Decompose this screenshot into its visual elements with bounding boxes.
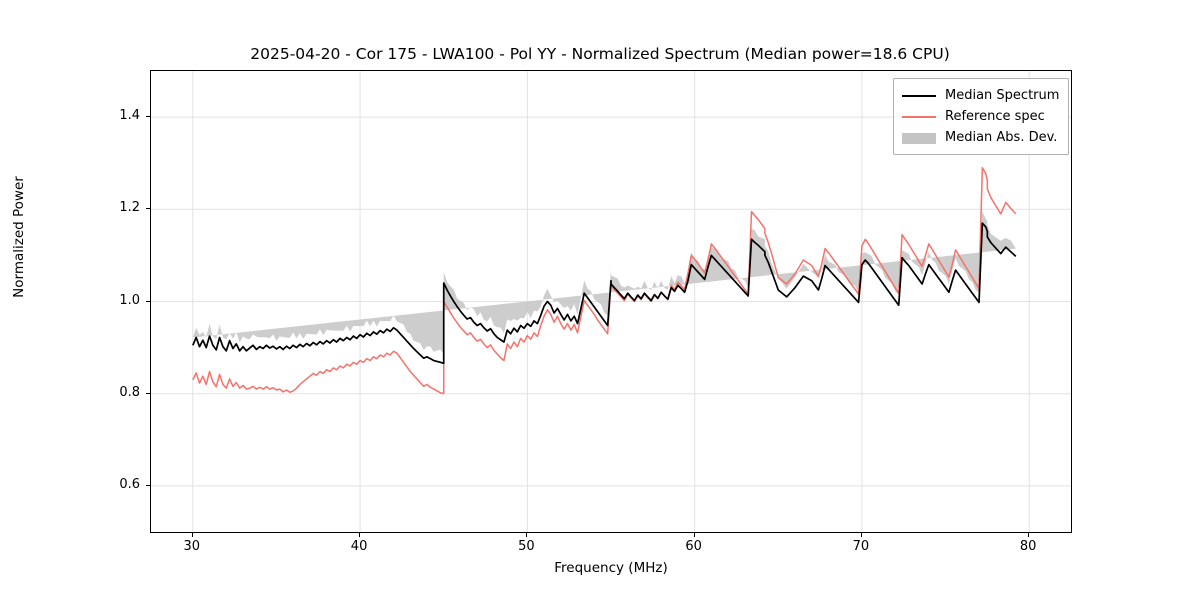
x-tick-mark [191,533,193,537]
y-axis-label: Normalized Power [11,176,27,298]
grid-lines [151,71,1071,532]
legend-swatch-line-icon [902,89,936,103]
legend-label: Median Abs. Dev. [945,130,1058,145]
x-tick-label: 50 [518,539,535,554]
x-tick-mark [860,533,862,537]
x-axis-label: Frequency (MHz) [554,560,668,576]
y-tick-mark [146,116,150,118]
x-tick-label: 60 [685,539,702,554]
y-tick-label: 1.0 [119,292,140,308]
x-tick-mark [693,533,695,537]
y-tick-mark [146,208,150,210]
y-tick-mark [146,300,150,302]
x-tick-mark [1028,533,1030,537]
y-tick-label: 0.8 [119,384,140,400]
median-spectrum-line [192,222,1017,365]
legend-swatch-patch-icon [902,131,936,145]
x-tick-label: 40 [350,539,368,554]
legend-item-median-abs-dev: Median Abs. Dev. [902,127,1059,148]
x-tick-label: 30 [183,539,201,554]
legend-label: Reference spec [945,109,1045,124]
mad-band [192,211,1016,355]
x-tick-mark [526,533,528,537]
y-tick-label: 0.6 [119,476,140,492]
x-tick-mark [359,533,361,537]
chart-title: 2025-04-20 - Cor 175 - LWA100 - Pol YY -… [250,45,950,63]
x-tick-label: 80 [1019,539,1037,554]
reference-spec-line [192,167,1017,395]
y-tick-label: 1.2 [119,200,140,216]
x-tick-label: 70 [852,539,870,554]
legend-swatch-line-icon [902,110,936,124]
chart-svg [151,71,1071,532]
legend-label: Median Spectrum [945,88,1060,103]
y-tick-mark [146,392,150,394]
legend-item-reference-spec: Reference spec [902,106,1059,127]
legend-item-median-spectrum: Median Spectrum [902,85,1059,106]
y-tick-label: 1.4 [119,108,140,124]
y-tick-mark [146,484,150,486]
chart-legend: Median Spectrum Reference spec Median Ab… [893,78,1070,155]
